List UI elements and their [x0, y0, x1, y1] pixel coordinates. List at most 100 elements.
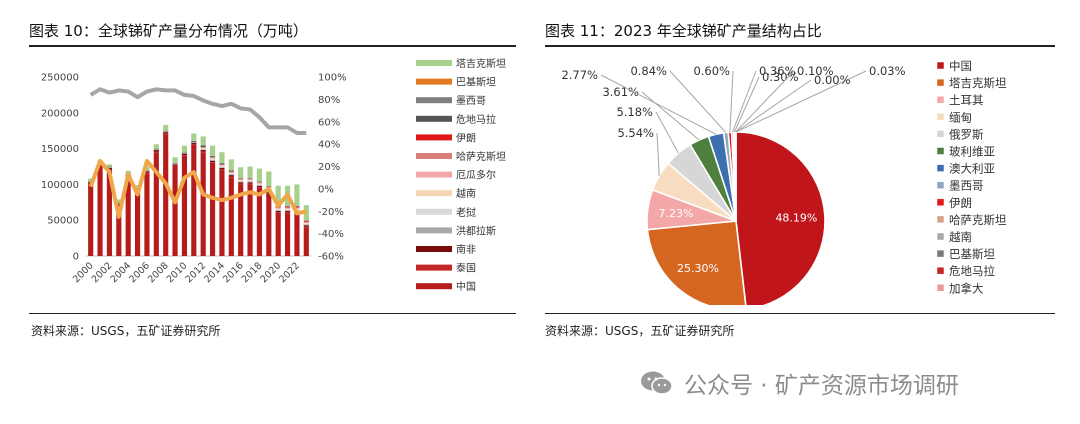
bar-segment	[209, 145, 216, 156]
bar-segment	[163, 133, 169, 135]
bar-segment	[134, 191, 141, 256]
bar-segment	[200, 136, 206, 146]
x-tick-label: 2012	[183, 260, 208, 285]
bar-segment	[247, 180, 253, 181]
x-tick-label: 2014	[202, 260, 227, 285]
right-bottom-rule	[545, 313, 1055, 314]
bar-segment	[172, 166, 178, 256]
bar-segment	[219, 164, 225, 166]
bar-segment	[294, 184, 300, 206]
bar-segment	[275, 210, 281, 211]
bar-segment	[247, 179, 253, 181]
y-tick-label: 250000	[41, 73, 79, 84]
bar-segment	[116, 205, 122, 256]
bar-segment	[219, 163, 225, 165]
bar-segment	[200, 147, 206, 148]
share-line	[89, 87, 307, 135]
legend-label: 伊朗	[949, 196, 972, 210]
bar-segment	[200, 147, 206, 149]
pie-value-label: 0.84%	[630, 64, 667, 78]
bar-segment	[144, 171, 150, 173]
bar-segment	[256, 185, 263, 188]
bar-segment	[284, 208, 291, 209]
watermark: 公众号 · 矿产资源市场调研	[640, 366, 959, 400]
legend-label: 中国	[456, 280, 476, 293]
bar-segment	[219, 152, 225, 163]
bar-segment	[303, 224, 309, 226]
callout-leader	[735, 70, 867, 133]
y2-tick-label: -40%	[318, 229, 344, 240]
x-tick-label: 2008	[146, 260, 171, 285]
bar-segment	[181, 155, 188, 256]
bar-segment	[144, 173, 150, 256]
right-chart-title: 图表 11：2023 年全球锑矿产量结构占比	[545, 22, 822, 40]
bar-segment	[153, 152, 159, 256]
legend-swatch	[416, 97, 452, 104]
bar-segment	[228, 175, 234, 177]
bar-segment	[181, 145, 188, 153]
bar-segment	[284, 210, 291, 211]
bar-segment	[116, 199, 122, 203]
bar-segment	[228, 170, 234, 171]
legend-label: 老挝	[456, 206, 476, 219]
legend-label: 墨西哥	[456, 95, 486, 107]
callout-leader	[656, 132, 660, 176]
callout-leader	[655, 111, 679, 154]
legend-swatch	[416, 134, 452, 141]
x-tick-label: 2020	[258, 260, 283, 285]
bar-segment	[238, 178, 244, 180]
legend-swatch	[416, 208, 452, 215]
bar-segment	[266, 171, 272, 186]
pie-value-label: 0.60%	[693, 64, 730, 78]
y2-tick-label: 80%	[318, 95, 340, 106]
bar-segment	[303, 223, 309, 224]
bar-segment	[88, 184, 94, 256]
legend-label: 洪都拉斯	[456, 224, 496, 237]
legend-label: 哈萨克斯坦	[456, 150, 506, 163]
x-tick-label: 2006	[127, 260, 152, 285]
legend-label: 俄罗斯	[949, 127, 984, 141]
left-bottom-rule	[29, 313, 516, 314]
pie-slice	[646, 220, 747, 305]
legend-swatch	[936, 147, 945, 155]
bar-segment	[219, 166, 225, 168]
bar-segment	[266, 192, 272, 256]
y-tick-label: 50000	[47, 216, 79, 227]
pie-value-label: 0.36%	[759, 64, 796, 78]
legend-label: 危地马拉	[949, 264, 995, 278]
bar-segment	[275, 185, 281, 206]
legend-label: 塔吉克斯坦	[949, 76, 1007, 90]
pie-slice	[735, 131, 826, 305]
bar-segment	[247, 184, 253, 256]
bar-segment	[238, 183, 244, 185]
callout-leader	[641, 91, 700, 141]
bar-segment	[116, 202, 122, 204]
bar-segment	[294, 205, 300, 207]
bar-segment	[106, 164, 113, 167]
bar-segment	[163, 132, 169, 134]
left-chart-title: 图表 10：全球锑矿产量分布情况（万吨）	[29, 22, 308, 40]
bar-segment	[106, 170, 113, 256]
right-source: 资料来源：USGS，五矿证券研究所	[545, 324, 735, 338]
right-chart: 48.19% 25.30% 7.23% 5.54% 5.18% 3.61% 2.77% 0.8…	[561, 59, 1007, 305]
bar-segment	[153, 149, 159, 151]
callout-leader	[735, 79, 812, 133]
bar-segment	[228, 172, 234, 174]
bar-segment	[172, 163, 178, 165]
bar-segment	[303, 226, 309, 228]
bar-segment	[116, 203, 122, 204]
bar-segment	[88, 178, 94, 181]
watermark-text: 公众号 · 矿产资源市场调研	[684, 373, 959, 399]
pie-value-label: 0.03%	[869, 64, 906, 78]
bar-segment	[200, 152, 206, 256]
bar-segment	[144, 170, 150, 172]
legend-label: 墨西哥	[949, 179, 984, 193]
bar-segment	[219, 165, 225, 166]
bar-segment	[200, 145, 206, 148]
x-tick-label: 2010	[165, 260, 190, 285]
bar-segment	[144, 172, 150, 174]
pie-callouts: 48.19% 25.30% 7.23% 5.54% 5.18% 3.61% 2.77% 0.8…	[561, 64, 905, 275]
bar-segment	[284, 209, 291, 211]
bar-segment	[247, 181, 253, 183]
bar-segment	[284, 213, 291, 256]
